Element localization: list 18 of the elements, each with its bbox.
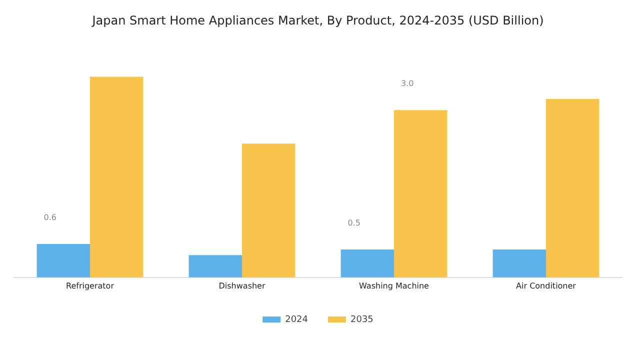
bar: [340, 250, 394, 278]
bar: [546, 99, 600, 278]
data-label: 3.0: [400, 79, 414, 88]
x-tick-label: Refrigerator: [66, 281, 115, 290]
bar: [394, 110, 448, 278]
x-tick-label: Air Conditioner: [516, 281, 577, 290]
bar: [242, 144, 296, 278]
x-tick-label: Dishwasher: [218, 281, 266, 290]
x-tick-label: Washing Machine: [359, 281, 430, 290]
bar: [188, 255, 242, 278]
data-label: 0.6: [44, 213, 56, 222]
bar: [36, 244, 90, 278]
data-label: 0.5: [348, 218, 360, 228]
chart-title: Japan Smart Home Appliances Market, By Product, 2024-2035 (USD Billion): [91, 13, 544, 28]
legend-label: 2024: [285, 314, 308, 325]
bar: [90, 76, 144, 278]
bar: [492, 250, 546, 278]
legend-label: 2035: [350, 314, 374, 325]
